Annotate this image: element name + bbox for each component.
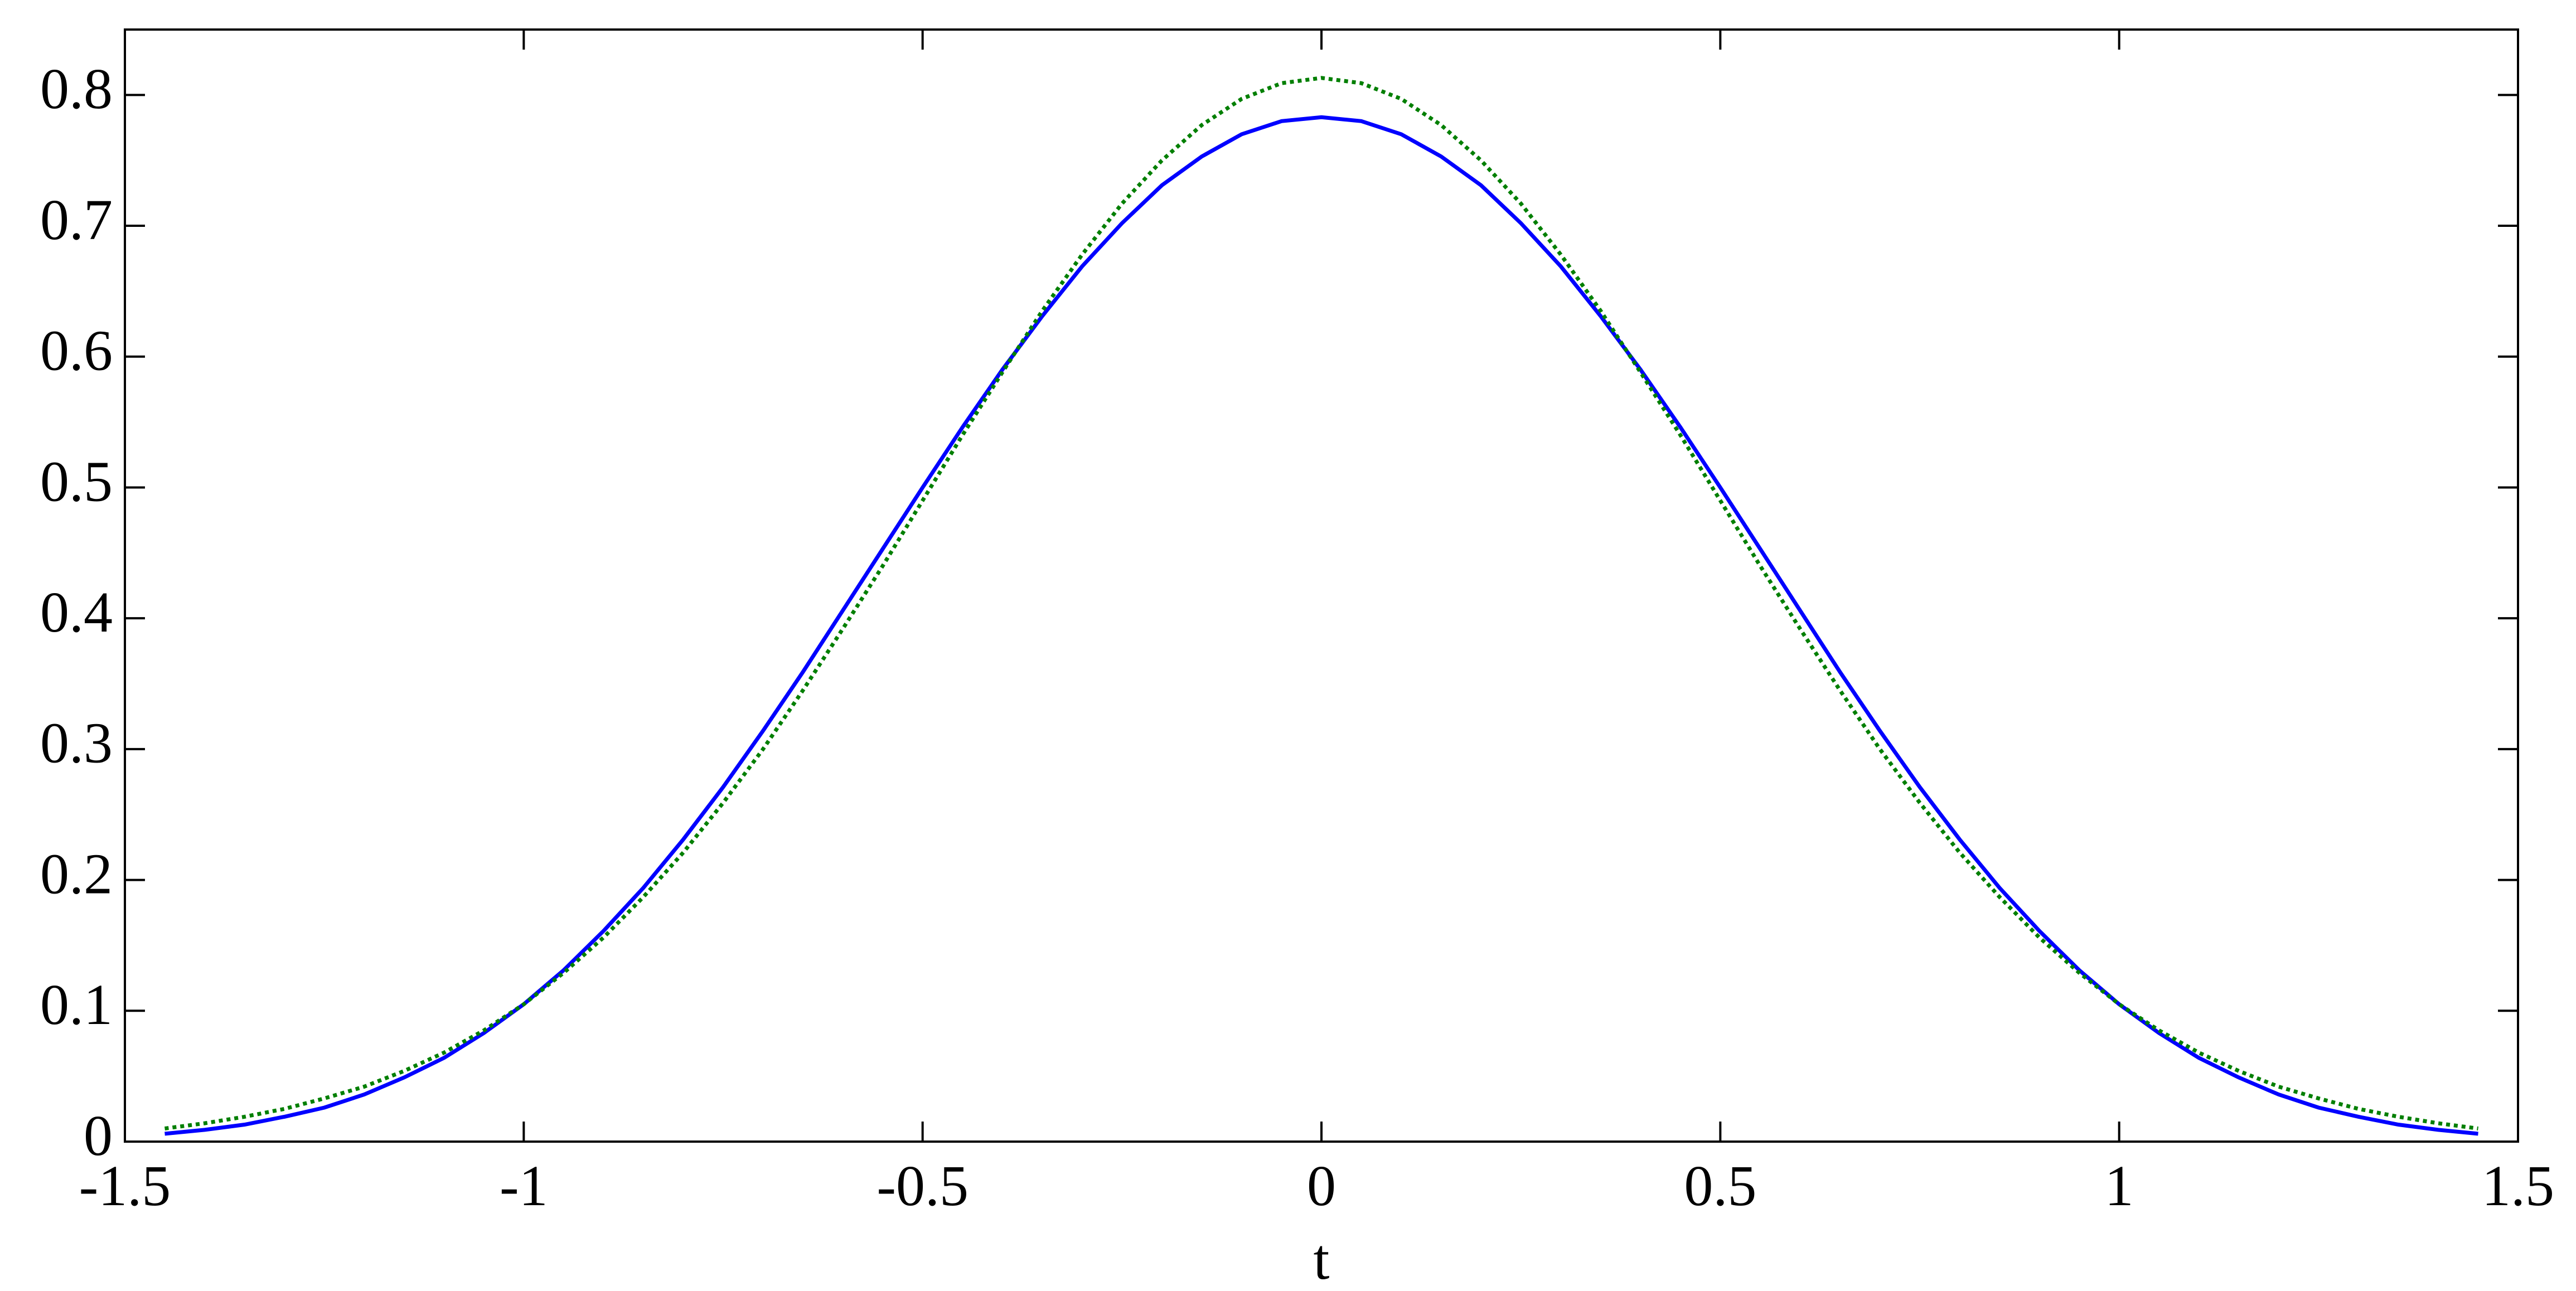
y-tick-label: 0.2: [40, 842, 113, 906]
x-tick-label: -0.5: [877, 1154, 969, 1218]
x-axis-label: t: [1314, 1227, 1330, 1291]
y-tick-label: 0.1: [40, 973, 113, 1037]
x-tick-label: 1.5: [2482, 1154, 2554, 1218]
y-tick-label: 0.3: [40, 711, 113, 775]
y-tick-label: 0.5: [40, 449, 113, 513]
x-tick-label: 0: [1307, 1154, 1336, 1218]
plot-frame: [124, 28, 2519, 1143]
y-tick-label: 0.4: [40, 580, 113, 644]
x-tick-label: -1.5: [79, 1154, 171, 1218]
x-tick-label: -1: [500, 1154, 548, 1218]
y-tick-label: 0.7: [40, 188, 113, 252]
y-tick-label: 0.6: [40, 319, 113, 383]
y-tick-label: 0.8: [40, 57, 113, 121]
series-line: [164, 115, 2478, 1136]
x-tick-label: 1: [2105, 1154, 2134, 1218]
y-tick-label: 0: [84, 1104, 113, 1168]
series-line: [164, 76, 2478, 1130]
x-tick-label: 0.5: [1684, 1154, 1756, 1218]
